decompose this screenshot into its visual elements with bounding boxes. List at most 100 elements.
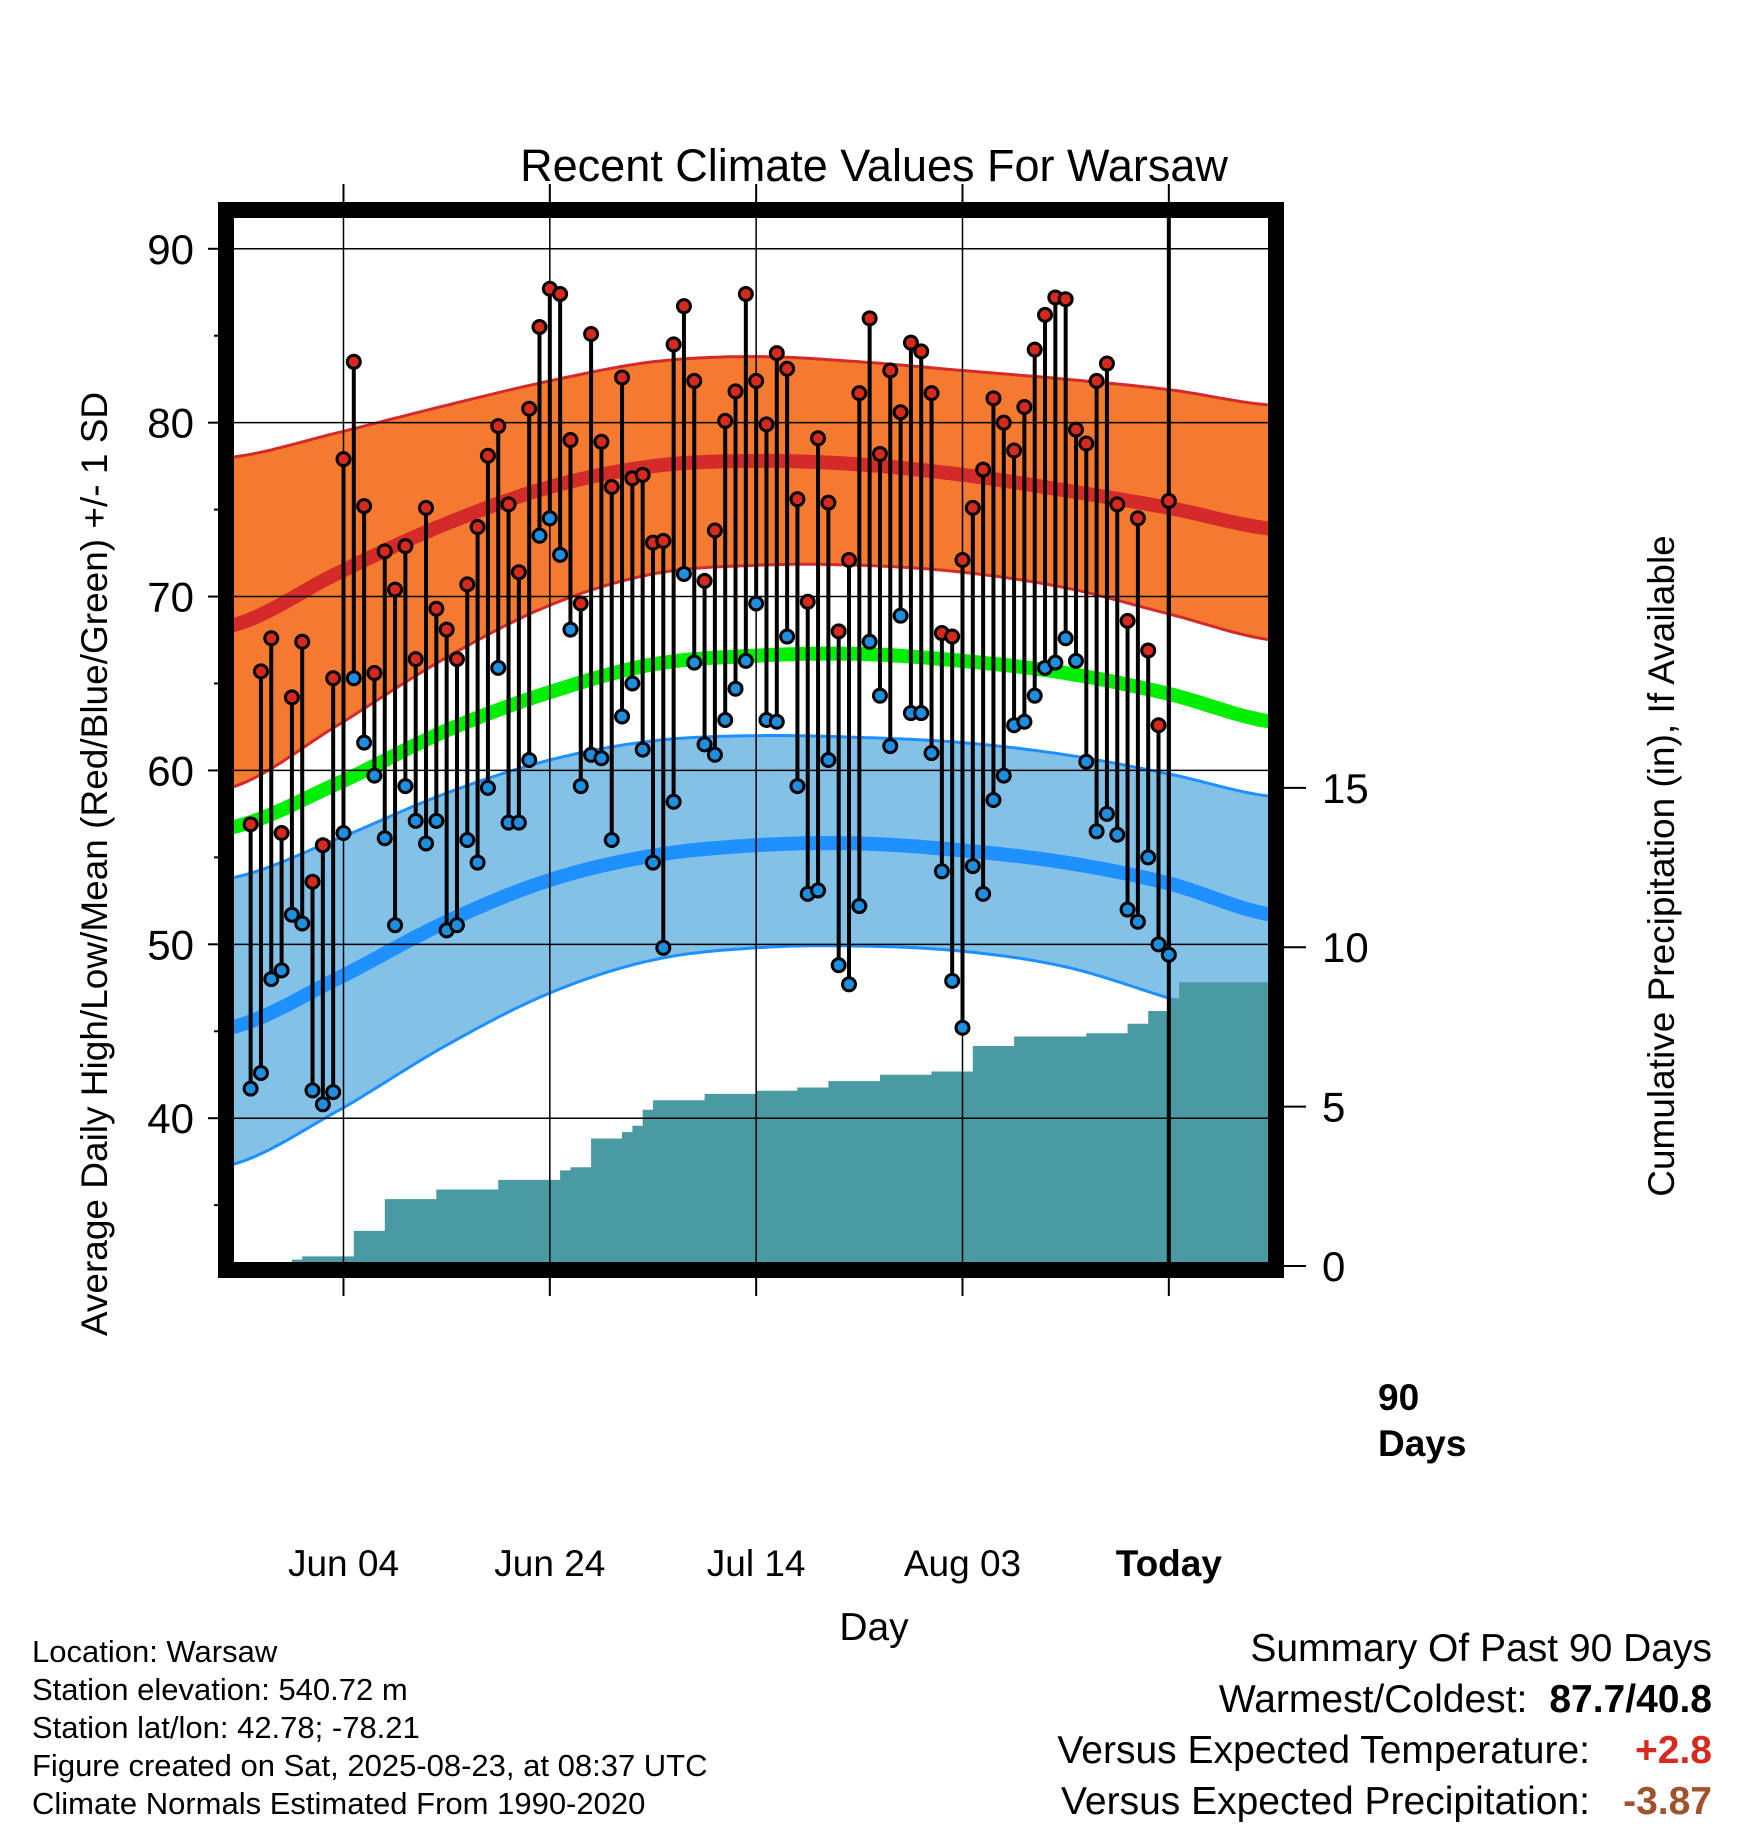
low-point — [1098, 805, 1115, 822]
low-point — [366, 767, 383, 784]
daily-stems — [248, 288, 1171, 1105]
low-point — [1140, 849, 1157, 866]
high-point — [263, 630, 280, 647]
high-point — [521, 400, 538, 417]
low-point — [469, 854, 486, 871]
high-point — [913, 343, 930, 360]
y2-tick-label: 0 — [1322, 1243, 1345, 1290]
high-point — [995, 414, 1012, 431]
low-point — [562, 621, 579, 638]
low-point — [820, 751, 837, 768]
low-point — [995, 767, 1012, 784]
low-point — [1119, 901, 1136, 918]
high-point — [696, 572, 713, 589]
high-point — [830, 623, 847, 640]
low-point — [521, 751, 538, 768]
low-point — [789, 778, 806, 795]
high-point — [871, 445, 888, 462]
low-point — [418, 835, 435, 852]
high-point — [779, 360, 796, 377]
low-point — [1129, 913, 1146, 930]
high-point — [727, 383, 744, 400]
axes: 40 50 60 70 80 90 0 5 10 15 Jun 04 Jun 24 Jul 14 Aug … — [147, 184, 1369, 1584]
low-point — [1026, 687, 1043, 704]
low-point — [448, 917, 465, 934]
warmest-value: 87.7/40.8 — [1549, 1678, 1712, 1721]
low-point — [459, 831, 476, 848]
high-point — [985, 390, 1002, 407]
high-point — [583, 325, 600, 342]
high-point — [686, 372, 703, 389]
low-point — [541, 510, 558, 527]
high-point — [614, 369, 631, 386]
low-point — [975, 885, 992, 902]
created-text: Figure created on Sat, 2025-08-23, at 08… — [32, 1748, 708, 1783]
location-text: Location: Warsaw — [32, 1634, 278, 1669]
low-point — [283, 906, 300, 923]
low-point — [1016, 713, 1033, 730]
high-point — [356, 498, 373, 515]
high-point — [500, 496, 517, 513]
low-point — [572, 778, 589, 795]
high-point — [345, 353, 362, 370]
low-point — [624, 675, 641, 692]
high-point — [314, 837, 331, 854]
high-point — [975, 461, 992, 478]
high-point — [510, 564, 527, 581]
high-sd-band — [230, 356, 1272, 788]
low-point — [614, 708, 631, 725]
high-point — [758, 416, 775, 433]
high-point — [1067, 421, 1084, 438]
low-point — [717, 712, 734, 729]
y2-tick-label: 15 — [1322, 765, 1369, 812]
low-point — [314, 1096, 331, 1113]
high-point — [387, 581, 404, 598]
low-point — [882, 738, 899, 755]
high-point — [820, 494, 837, 511]
elevation-text: Station elevation: 540.72 m — [32, 1672, 408, 1707]
low-point — [252, 1064, 269, 1081]
low-point — [552, 546, 569, 563]
high-point — [944, 628, 961, 645]
y-tick-label: 40 — [147, 1095, 194, 1142]
y-tick-label: 80 — [147, 400, 194, 447]
low-point — [655, 939, 672, 956]
latlon-text: Station lat/lon: 42.78; -78.21 — [32, 1710, 420, 1745]
temp-value: +2.8 — [1635, 1729, 1712, 1772]
high-point — [634, 466, 651, 483]
chart-title: Recent Climate Values For Warsaw — [520, 140, 1228, 191]
high-point — [1160, 492, 1177, 509]
x-tick-label: Jun 24 — [494, 1543, 605, 1584]
high-point — [603, 478, 620, 495]
high-point — [1006, 442, 1023, 459]
low-point — [510, 814, 527, 831]
plot-frame — [218, 202, 1284, 1278]
x-axis-label: Day — [839, 1606, 909, 1649]
high-point — [1150, 717, 1167, 734]
high-point — [479, 447, 496, 464]
low-point — [242, 1080, 259, 1097]
low-sd-band — [230, 735, 1272, 1166]
high-point — [1109, 496, 1126, 513]
high-point — [562, 432, 579, 449]
high-point — [1129, 510, 1146, 527]
low-point — [696, 736, 713, 753]
high-point — [397, 538, 414, 555]
high-point — [1037, 306, 1054, 323]
high-point — [706, 522, 723, 539]
precipitation-area — [230, 982, 1272, 1266]
high-point — [428, 600, 445, 617]
low-point — [325, 1084, 342, 1101]
low-point — [985, 791, 1002, 808]
low-point — [851, 898, 868, 915]
summary-temp-row: Versus Expected Temperature: +2.8 — [1057, 1725, 1712, 1776]
low-point — [830, 957, 847, 974]
high-point — [923, 385, 940, 402]
low-point — [345, 670, 362, 687]
low-point — [1078, 753, 1095, 770]
low-point — [294, 915, 311, 932]
high-point — [1119, 612, 1136, 629]
low-point — [861, 633, 878, 650]
x-tick-label: Aug 03 — [904, 1543, 1021, 1584]
